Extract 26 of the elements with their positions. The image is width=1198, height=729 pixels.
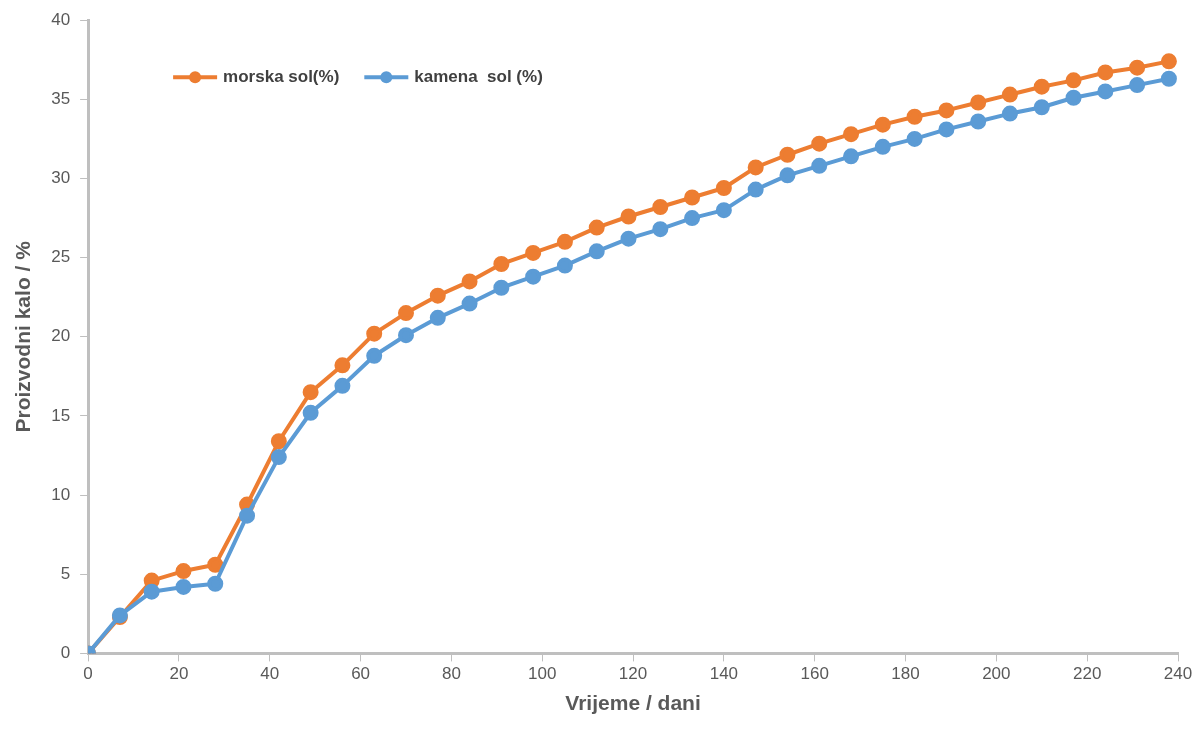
x-axis-title: Vrijeme / dani	[565, 691, 701, 715]
x-tick-label: 240	[1163, 664, 1193, 684]
y-tick-label: 25	[51, 247, 71, 267]
x-tick-label: 100	[528, 664, 557, 684]
legend-label: morska sol(%)	[223, 66, 340, 86]
x-tick-label: 140	[709, 664, 739, 684]
y-tick-label: 35	[51, 89, 71, 109]
y-tick-label: 40	[51, 9, 71, 29]
y-tick-label: 10	[51, 484, 71, 504]
y-tick-label: 0	[60, 643, 71, 663]
x-tick-label: 200	[982, 664, 1011, 684]
x-tick-label: 60	[351, 664, 371, 684]
y-axis-title: Proizvodni kalo / %	[11, 240, 35, 433]
x-tick-label: 20	[169, 664, 189, 684]
x-tick-label: 220	[1072, 664, 1102, 684]
x-tick-label: 80	[441, 664, 461, 684]
x-tick-label: 40	[260, 664, 280, 684]
y-tick-label: 15	[51, 405, 71, 425]
y-tick-label: 5	[60, 563, 71, 583]
x-tick-label: 120	[618, 664, 648, 684]
y-tick-label: 20	[51, 326, 71, 346]
legend-label: kamena sol (%)	[414, 66, 543, 86]
x-tick-label: 160	[800, 664, 829, 684]
x-tick-label: 180	[891, 664, 920, 684]
x-tick-label: 0	[83, 664, 93, 684]
y-tick-label: 30	[51, 168, 71, 188]
